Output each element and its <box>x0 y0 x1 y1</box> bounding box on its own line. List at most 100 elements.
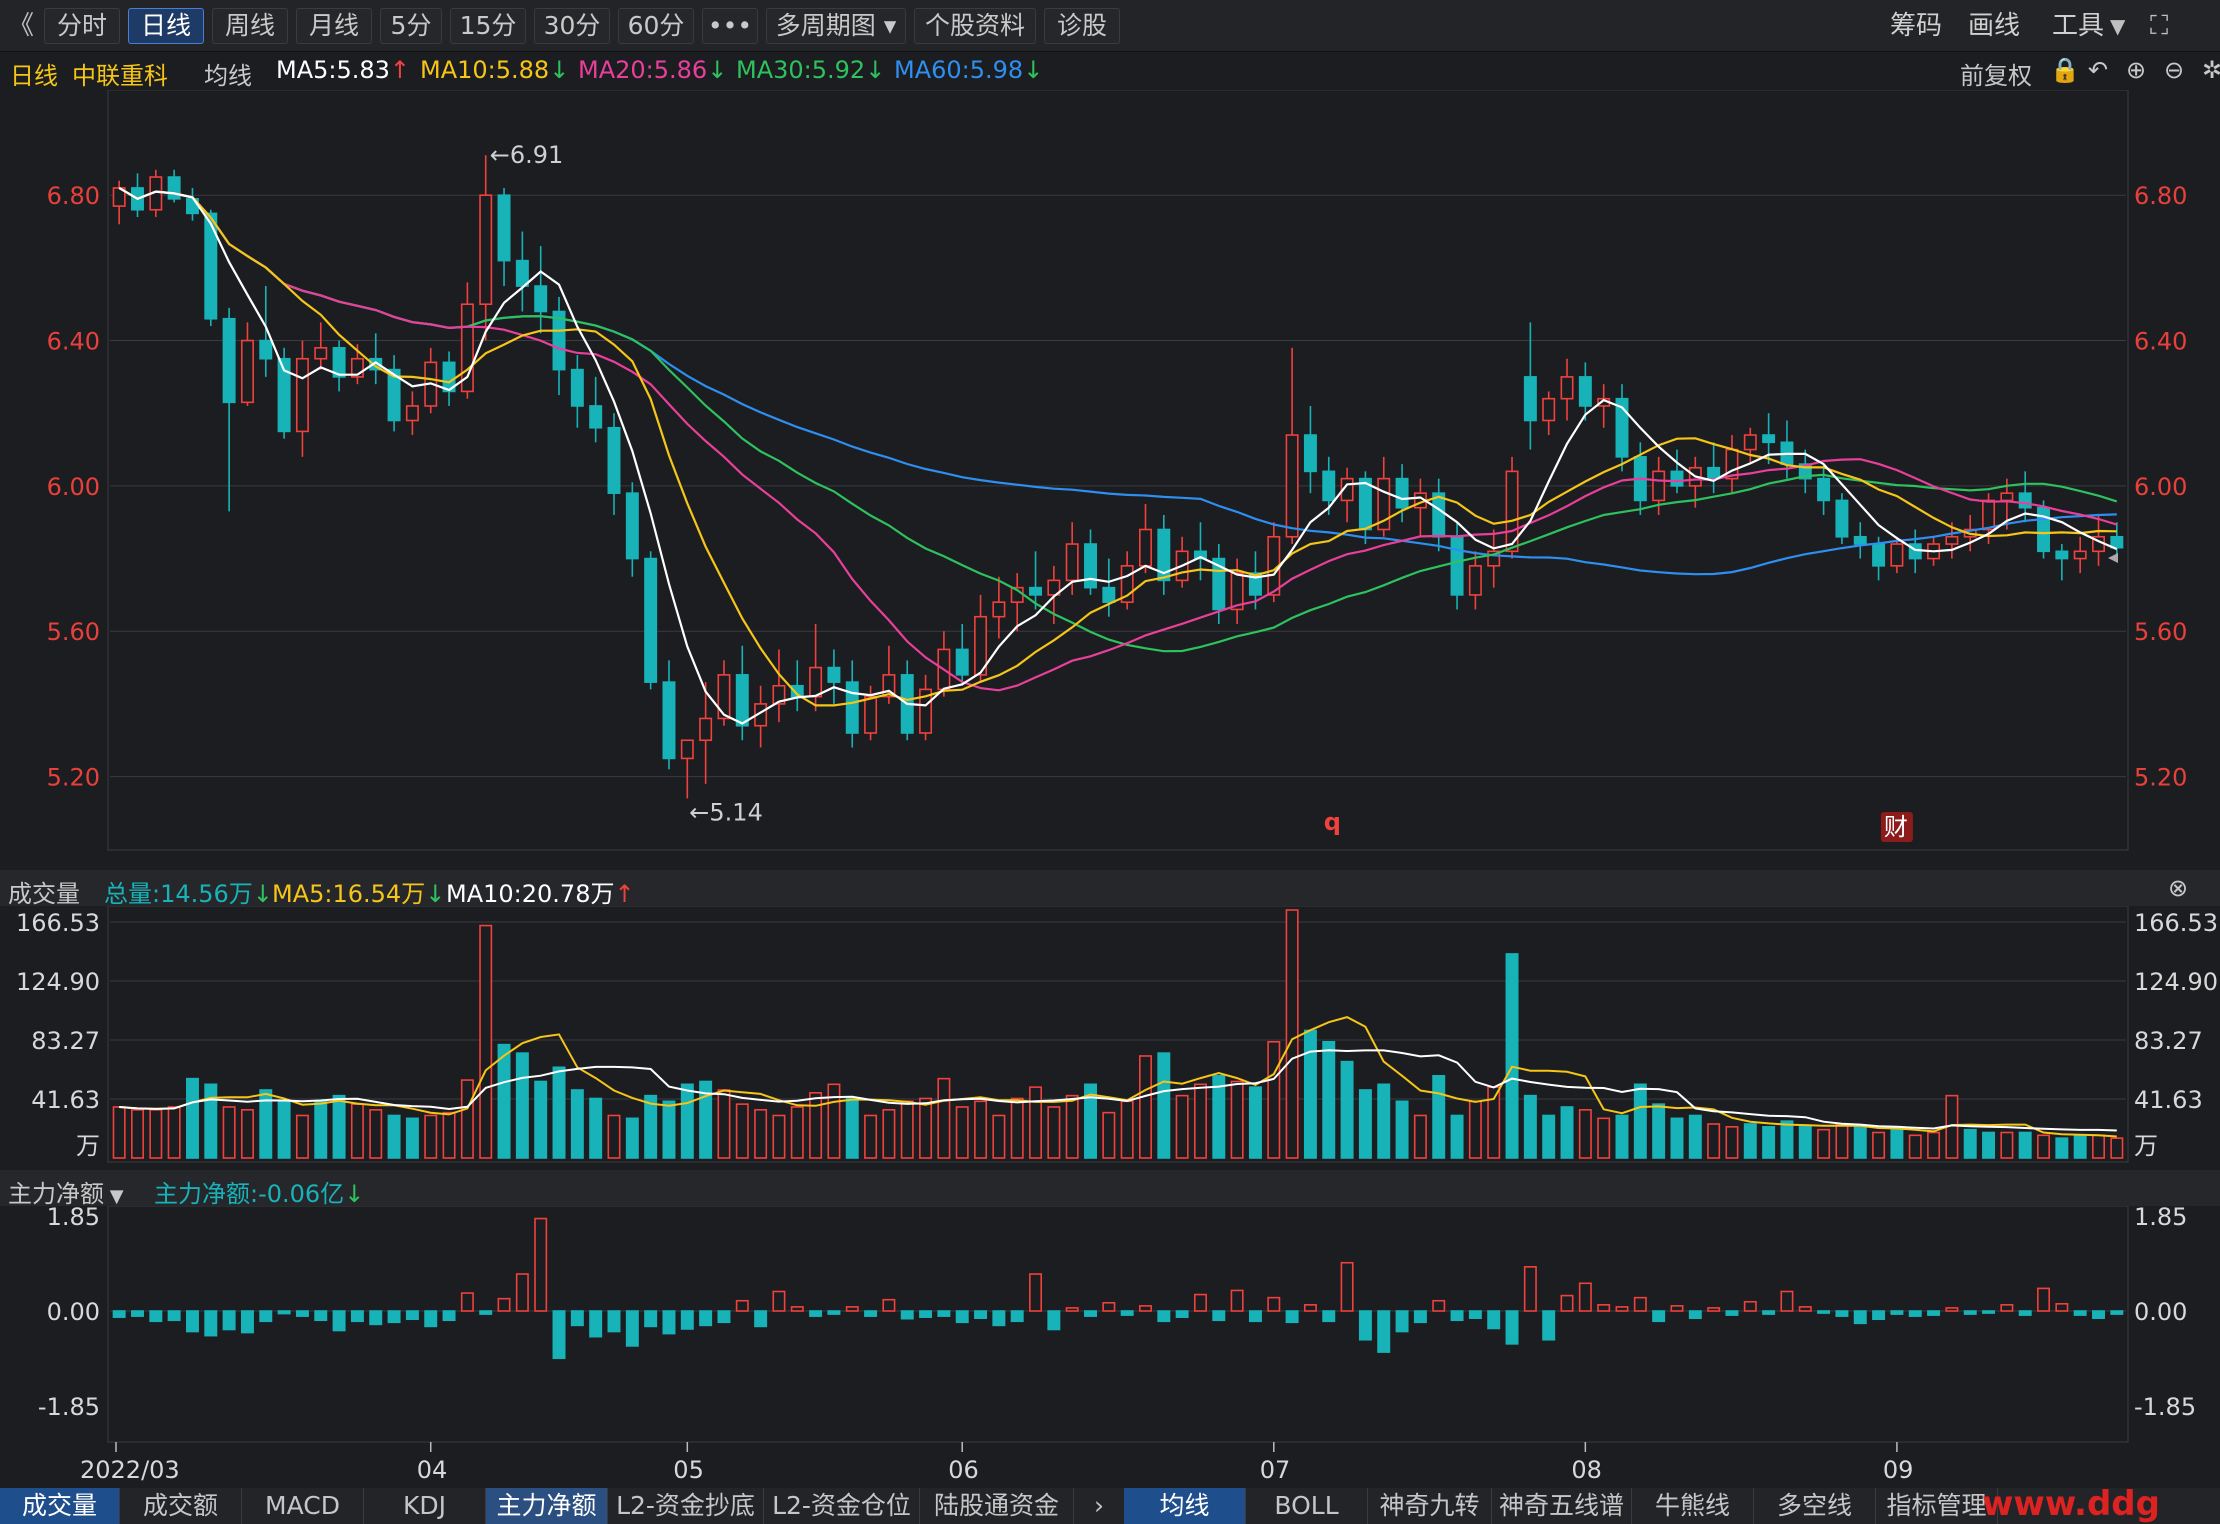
candle-body <box>2037 506 2051 553</box>
volume-bar <box>1468 1100 1482 1159</box>
undo-icon[interactable]: ↶ <box>2088 56 2109 84</box>
volume-bar <box>149 1109 163 1159</box>
flow-bar <box>314 1310 328 1322</box>
volume-bar <box>1047 1106 1061 1159</box>
volume-bar <box>1303 1029 1317 1159</box>
period-button-weekly[interactable]: 周线 <box>212 8 288 44</box>
tab-overlay-4[interactable]: 牛熊线 <box>1632 1488 1754 1524</box>
volume-bar <box>405 1117 419 1159</box>
flow-bar <box>1743 1300 1757 1312</box>
tab-indicator-5[interactable]: L2-资金抄底 <box>608 1488 764 1524</box>
flow-tick-right: -1.85 <box>2134 1393 2196 1421</box>
flow-bar <box>589 1310 603 1338</box>
tab-indicator-6[interactable]: L2-资金仓位 <box>764 1488 920 1524</box>
volume-chart[interactable]: 166.53 166.53 124.90 124.90 83.27 83.27 41.63 4… <box>0 906 2220 1170</box>
tab-overlay-5[interactable]: 多空线 <box>1754 1488 1876 1524</box>
candle-body <box>332 347 346 378</box>
candle-body <box>1707 466 1721 480</box>
volume-bar <box>2110 1137 2124 1159</box>
tab-indicator-0[interactable]: 成交量 <box>0 1488 120 1524</box>
ma-info-line: 日线 中联重科 均线 MA5:5.83↑ MA10:5.88↓ MA20:5.8… <box>0 52 2220 90</box>
flow-tick-left: -1.85 <box>38 1393 100 1421</box>
volume-bar <box>277 1100 291 1159</box>
tabs-scroll-right-icon[interactable]: › <box>1094 1491 1104 1520</box>
main-flow-chart[interactable]: 1.85 1.85 0.00 0.00 -1.85 -1.85 2022/03 04 05 06 0… <box>0 1206 2220 1488</box>
volume-bar <box>295 1114 309 1159</box>
candle-body <box>1890 543 1904 567</box>
tools-button[interactable]: 工具 <box>2052 11 2105 41</box>
expand-icon[interactable]: ⛶ <box>2150 11 2169 41</box>
flow-bar <box>1963 1310 1977 1315</box>
period-button-30min[interactable]: 30分 <box>534 8 610 44</box>
flow-bar <box>222 1310 236 1331</box>
volume-bar <box>1890 1128 1904 1159</box>
candle-body <box>204 212 218 320</box>
volume-bar <box>497 1043 511 1159</box>
settings-icon[interactable]: ✲ <box>2202 56 2220 84</box>
ma-label[interactable]: 均线 <box>204 62 252 90</box>
lock-icon[interactable]: 🔒 <box>2050 56 2080 84</box>
volume-bar <box>1963 1128 1977 1159</box>
candlestick-chart[interactable]: 6.80 6.80 6.40 6.40 6.00 6.00 5.60 5.60 5.20 5.20… <box>0 90 2220 870</box>
period-button-more[interactable]: ••• <box>702 8 758 44</box>
flow-title[interactable]: 主力净额 ▼ <box>8 1180 124 1208</box>
volume-bar <box>112 1106 126 1159</box>
tab-overlay-2[interactable]: 神奇九转 <box>1368 1488 1492 1524</box>
volume-bar <box>900 1100 914 1159</box>
candle-body <box>735 674 749 727</box>
period-button-multi-period[interactable]: 多周期图 ▾ <box>766 8 906 44</box>
period-button-fenshi[interactable]: 分时 <box>44 8 120 44</box>
flow-bar <box>644 1310 658 1328</box>
volume-bar <box>314 1100 328 1159</box>
flow-bar <box>1890 1310 1904 1315</box>
period-button-diagnose[interactable]: 诊股 <box>1044 8 1120 44</box>
zoom-in-icon[interactable]: ⊕ <box>2126 56 2147 84</box>
zoom-out-icon[interactable]: ⊖ <box>2164 56 2185 84</box>
candle-body <box>259 339 273 360</box>
flow-bar <box>735 1299 749 1312</box>
period-button-5min[interactable]: 5分 <box>380 8 442 44</box>
tab-overlay-0[interactable]: 均线 <box>1124 1488 1246 1524</box>
chips-button[interactable]: 筹码 <box>1890 11 1943 41</box>
period-button-60min[interactable]: 60分 <box>618 8 694 44</box>
double-left-chevron-icon[interactable]: 《 <box>8 11 35 41</box>
period-button-15min[interactable]: 15分 <box>450 8 526 44</box>
tab-indicator-7[interactable]: 陆股通资金 <box>920 1488 1074 1524</box>
tab-indicator-1[interactable]: 成交额 <box>120 1488 242 1524</box>
candle-body <box>992 601 1006 618</box>
close-volume-icon[interactable]: ⊗ <box>2168 874 2189 902</box>
flow-bar <box>1340 1261 1354 1312</box>
period-button-stock-profile[interactable]: 个股资料 <box>914 8 1036 44</box>
flow-bar <box>662 1310 676 1335</box>
volume-bar <box>1982 1131 1996 1159</box>
flow-bar <box>1853 1310 1867 1325</box>
tab-indicator-3[interactable]: KDJ <box>364 1488 486 1524</box>
volume-bar <box>332 1094 346 1159</box>
price-tick-left: 6.00 <box>47 473 100 501</box>
candle-body <box>460 303 474 393</box>
flow-bar <box>1908 1310 1922 1317</box>
flow-value: 主力净额:-0.06亿↓ <box>154 1180 365 1208</box>
volume-bar <box>735 1103 749 1159</box>
flow-bar <box>552 1310 566 1360</box>
adjust-mode[interactable]: 前复权 <box>1960 62 2032 90</box>
candle-body <box>1322 470 1336 502</box>
flow-bar <box>864 1310 878 1317</box>
candle-body <box>295 357 309 433</box>
tab-overlay-6[interactable]: 指标管理 <box>1876 1488 1998 1524</box>
chevron-down-icon[interactable]: ▼ <box>2110 14 2126 38</box>
tab-indicator-4[interactable]: 主力净额 <box>486 1488 608 1524</box>
volume-frame <box>107 906 2129 1163</box>
tab-overlay-3[interactable]: 神奇五线谱 <box>1492 1488 1632 1524</box>
draw-button[interactable]: 画线 <box>1968 11 2021 41</box>
candle-body <box>350 357 364 378</box>
volume-title[interactable]: 成交量 <box>8 880 80 908</box>
period-button-monthly[interactable]: 月线 <box>296 8 372 44</box>
period-button-daily[interactable]: 日线 <box>128 8 204 44</box>
candle-body <box>1084 543 1097 589</box>
tab-indicator-2[interactable]: MACD <box>242 1488 364 1524</box>
flow-tick-left: 1.85 <box>47 1206 100 1231</box>
volume-bar <box>2018 1131 2032 1159</box>
tab-overlay-1[interactable]: BOLL <box>1246 1488 1368 1524</box>
flow-bar <box>1450 1310 1464 1322</box>
